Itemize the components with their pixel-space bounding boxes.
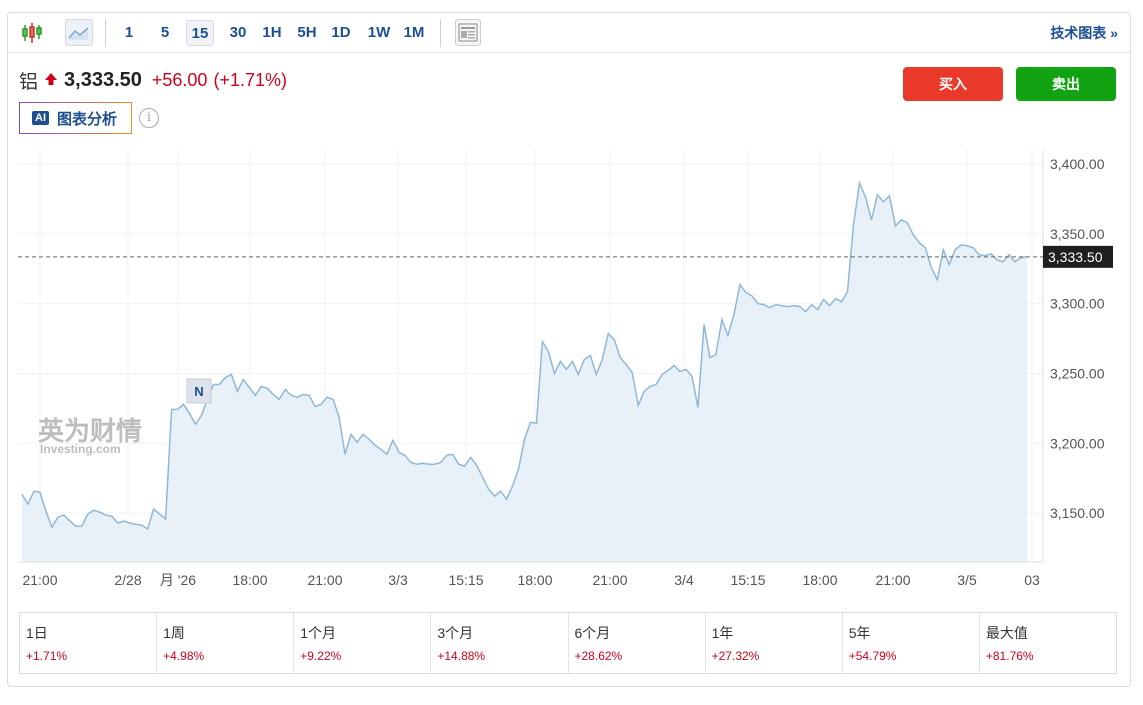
price-change: +56.00	[151, 70, 208, 90]
period-change: +1.71%	[26, 649, 68, 663]
performance-cell[interactable]: 6个月 +28.62%	[569, 613, 706, 673]
period-label: 6个月	[574, 625, 611, 641]
buy-button[interactable]: 买入	[903, 67, 1003, 101]
interval-1h[interactable]: 1H	[262, 24, 282, 41]
news-marker-label: N	[194, 384, 203, 399]
arrow-up-icon	[44, 69, 58, 92]
instrument-name: 铝	[19, 72, 39, 93]
period-change: +81.76%	[985, 649, 1034, 663]
y-tick-label: 3,200.00	[1050, 435, 1105, 451]
period-change: +27.32%	[711, 649, 760, 663]
x-tick-label: 月 '26	[160, 572, 196, 588]
x-tick-label: 21:00	[875, 572, 910, 588]
y-tick-label: 3,150.00	[1050, 505, 1105, 521]
price-area	[22, 183, 1027, 562]
x-tick-label: 15:15	[730, 572, 765, 588]
period-label: 1个月	[300, 625, 337, 641]
price-change-percent: (+1.71%)	[213, 70, 287, 90]
sell-button[interactable]: 卖出	[1016, 67, 1116, 101]
period-label: 1日	[26, 625, 48, 641]
y-tick-label: 3,400.00	[1050, 156, 1105, 172]
candlestick-icon[interactable]	[20, 21, 44, 50]
performance-cell[interactable]: 1日 +1.71%	[20, 613, 158, 673]
x-tick-label: 21:00	[22, 572, 57, 588]
y-tick-label: 3,250.00	[1050, 365, 1105, 381]
period-change: +28.62%	[574, 649, 623, 663]
area-chart-icon[interactable]	[65, 19, 93, 46]
performance-cell[interactable]: 1周 +4.98%	[157, 613, 295, 673]
divider	[105, 19, 106, 47]
period-change: +9.22%	[300, 649, 342, 663]
interval-15[interactable]: 15	[186, 20, 214, 46]
x-tick-label: 2/28	[114, 572, 141, 588]
interval-1w[interactable]: 1W	[367, 24, 391, 41]
x-tick-label: 18:00	[232, 572, 267, 588]
ai-icon: AI	[32, 111, 49, 125]
interval-1d[interactable]: 1D	[331, 24, 351, 41]
period-change: +54.79%	[848, 649, 897, 663]
x-tick-label: 18:00	[802, 572, 837, 588]
ai-button-label: 图表分析	[57, 110, 118, 128]
period-change: +14.88%	[437, 649, 486, 663]
chart-toolbar: 1 5 15 30 1H 5H 1D 1W 1M 技术图表 »	[8, 13, 1130, 53]
x-tick-label: 3/4	[674, 572, 694, 588]
y-tick-label: 3,350.00	[1050, 226, 1105, 242]
watermark-logo: 英为财情	[38, 416, 142, 446]
quote-header: 铝 3,333.50 +56.00 (+1.71%)	[19, 67, 287, 94]
performance-cell[interactable]: 5年 +54.79%	[843, 613, 980, 673]
x-tick-label: 21:00	[307, 572, 342, 588]
interval-1[interactable]: 1	[124, 24, 134, 41]
x-tick-label: 15:15	[448, 572, 483, 588]
performance-cell[interactable]: 1年 +27.32%	[706, 613, 843, 673]
news-layout-icon[interactable]	[455, 19, 481, 46]
performance-cell[interactable]: 最大值 +81.76%	[980, 613, 1116, 673]
x-tick-label: 3/3	[388, 572, 408, 588]
period-label: 1周	[163, 625, 185, 641]
performance-table: 1日 +1.71% 1周 +4.98% 1个月 +9.22% 3个月 +14.88% 6个月 +2…	[19, 612, 1117, 674]
interval-5[interactable]: 5	[160, 24, 170, 41]
price-line	[21, 180, 1028, 531]
period-label: 5年	[848, 625, 871, 641]
interval-1m[interactable]: 1M	[403, 24, 425, 41]
divider	[440, 19, 441, 47]
period-change: +4.98%	[163, 649, 205, 663]
x-tick-label: 03	[1024, 572, 1040, 588]
watermark-logo-text: Investing.com	[40, 442, 121, 456]
period-label: 1年	[711, 625, 734, 641]
last-price-tag	[1043, 245, 1113, 268]
x-tick-label: 18:00	[517, 572, 552, 588]
performance-cell[interactable]: 1个月 +9.22%	[294, 613, 432, 673]
chart-widget: 1 5 15 30 1H 5H 1D 1W 1M 技术图表 » 铝 3,333.50 +56.0…	[7, 12, 1131, 687]
technical-chart-link[interactable]: 技术图表 »	[1050, 25, 1118, 41]
info-icon[interactable]: i	[139, 108, 159, 128]
news-marker	[186, 378, 212, 404]
x-tick-label: 21:00	[592, 572, 627, 588]
last-price: 3,333.50	[64, 69, 142, 91]
x-tick-label: 3/5	[957, 572, 977, 588]
ai-chart-analysis-button[interactable]: AI 图表分析	[19, 102, 132, 134]
performance-cell[interactable]: 3个月 +14.88%	[431, 613, 569, 673]
y-tick-label: 3,300.00	[1050, 296, 1105, 312]
interval-5h[interactable]: 5H	[297, 24, 317, 41]
period-label: 3个月	[437, 625, 474, 641]
period-label: 最大值	[985, 625, 1028, 641]
interval-30[interactable]: 30	[229, 24, 247, 41]
last-price-tag-label: 3,333.50	[1048, 249, 1103, 265]
